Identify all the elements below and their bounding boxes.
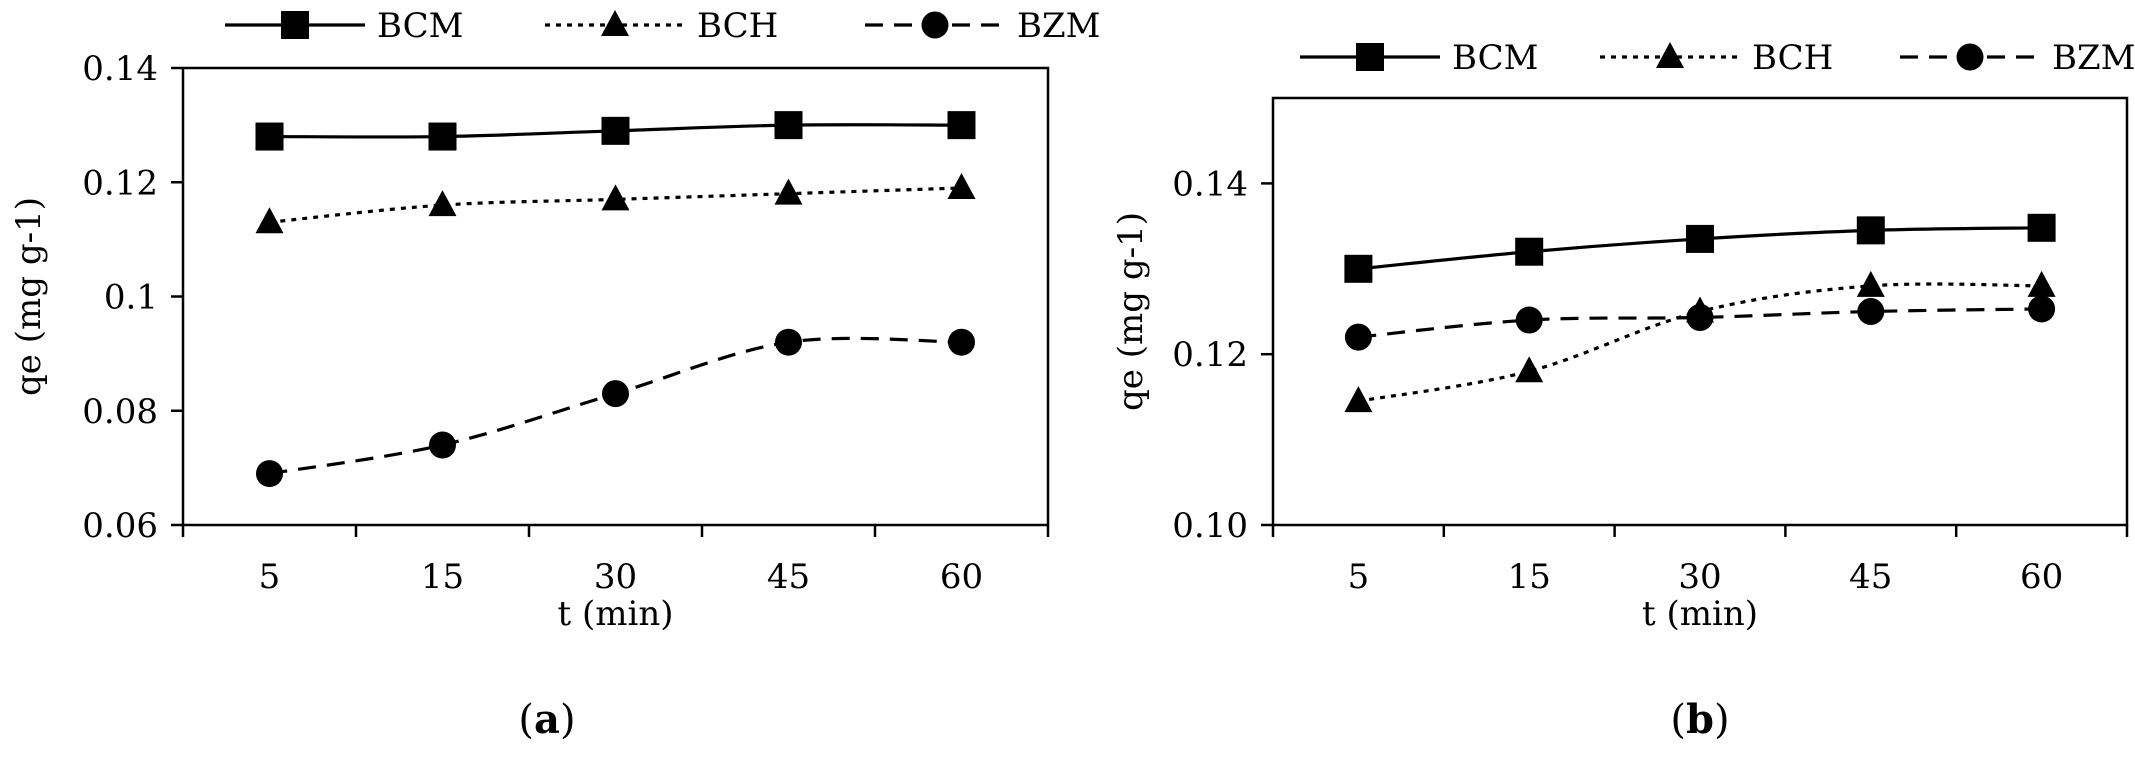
legend-label-bch: BCH	[1752, 38, 1833, 78]
legend: BCM BCH BZM	[225, 6, 1100, 46]
y-tick-label: 0.14	[1172, 164, 1248, 204]
panel-label: (b)	[1670, 696, 1729, 743]
data-point-bzm	[602, 380, 629, 408]
x-tick-label: 5	[259, 557, 281, 597]
data-point-bzm	[1344, 323, 1372, 351]
data-point-bcm	[1515, 237, 1544, 266]
x-tick-label: 30	[594, 557, 637, 597]
data-point-bch	[255, 207, 284, 234]
x-tick-label: 60	[940, 557, 983, 597]
series-bcm	[255, 111, 976, 151]
legend-label-bch: BCH	[697, 6, 778, 46]
data-point-bzm	[948, 328, 975, 356]
y-tick-label: 0.12	[1172, 335, 1248, 375]
data-point-bcm	[1856, 216, 1885, 245]
data-point-bch	[2027, 270, 2056, 297]
legend-marker-bzm	[921, 11, 949, 39]
legend-marker-bcm	[281, 11, 309, 39]
data-point-bcm	[1686, 224, 1714, 253]
legend-label-bcm: BCM	[377, 6, 463, 46]
x-tick-label: 5	[1348, 557, 1370, 597]
data-point-bcm	[255, 122, 284, 151]
y-tick-label: 0.06	[82, 506, 158, 546]
data-point-bzm	[256, 460, 283, 488]
legend-marker-bzm	[1956, 43, 1984, 71]
panel-letter: b	[1686, 696, 1714, 743]
series-bzm	[1344, 295, 2056, 351]
data-point-bcm	[1344, 254, 1373, 283]
data-point-bzm	[1857, 298, 1885, 325]
data-point-bzm	[775, 328, 802, 356]
legend-marker-bcm	[1356, 43, 1384, 71]
data-point-bch	[1515, 356, 1544, 383]
series-bch	[255, 172, 976, 234]
data-point-bcm	[601, 116, 630, 145]
x-axis-title: t (min)	[1642, 594, 1758, 634]
series-line-bch	[269, 186, 962, 224]
x-tick-label: 60	[2020, 557, 2063, 597]
chart-panel-b: 0.10 0.12 0.14 5 15 30 45 60 t (min) qe (mg g-1) B…	[1111, 38, 2135, 743]
y-tick-label: 0.08	[82, 392, 158, 432]
legend-label-bcm: BCM	[1452, 38, 1538, 78]
legend: BCM BCH BZM	[1300, 38, 2135, 78]
legend-label-bzm: BZM	[1017, 6, 1100, 46]
data-point-bch	[1856, 270, 1885, 297]
data-point-bcm	[428, 122, 457, 151]
panel-label: (a)	[518, 696, 575, 743]
y-tick-label: 0.12	[82, 163, 158, 203]
legend-marker-bch	[601, 10, 629, 36]
data-point-bzm	[2028, 295, 2056, 323]
data-point-bch	[774, 178, 803, 205]
data-point-bch	[1344, 386, 1373, 413]
y-tick-label: 0.14	[82, 49, 158, 89]
data-point-bcm	[947, 111, 976, 140]
data-point-bch	[947, 172, 976, 199]
y-axis-title: qe (mg g-1)	[9, 197, 49, 396]
data-point-bcm	[2027, 213, 2056, 242]
data-point-bcm	[774, 111, 803, 140]
y-axis-title: qe (mg g-1)	[1111, 212, 1151, 411]
x-tick-label: 15	[1508, 557, 1551, 597]
data-point-bzm	[1515, 306, 1543, 334]
data-point-bzm	[429, 431, 456, 459]
series-bcm	[1344, 213, 2056, 283]
panel-letter: a	[534, 696, 560, 743]
legend-label-bzm: BZM	[2052, 38, 2135, 78]
data-point-bzm	[1686, 303, 1714, 331]
y-tick-label: 0.1	[104, 278, 158, 318]
x-tick-label: 30	[1678, 557, 1721, 597]
data-point-bch	[601, 184, 630, 211]
x-axis-title: t (min)	[557, 594, 673, 634]
data-point-bch	[428, 190, 457, 217]
y-tick-label: 0.10	[1172, 506, 1248, 546]
x-tick-label: 45	[767, 557, 810, 597]
chart-panel-a: 0.06 0.08 0.1 0.12 0.14 5 15 30 45 60 t (min) qe (m…	[9, 6, 1100, 743]
legend-marker-bch	[1656, 42, 1684, 68]
series-bzm	[256, 328, 975, 488]
x-tick-label: 15	[421, 557, 464, 597]
x-tick-label: 45	[1849, 557, 1892, 597]
